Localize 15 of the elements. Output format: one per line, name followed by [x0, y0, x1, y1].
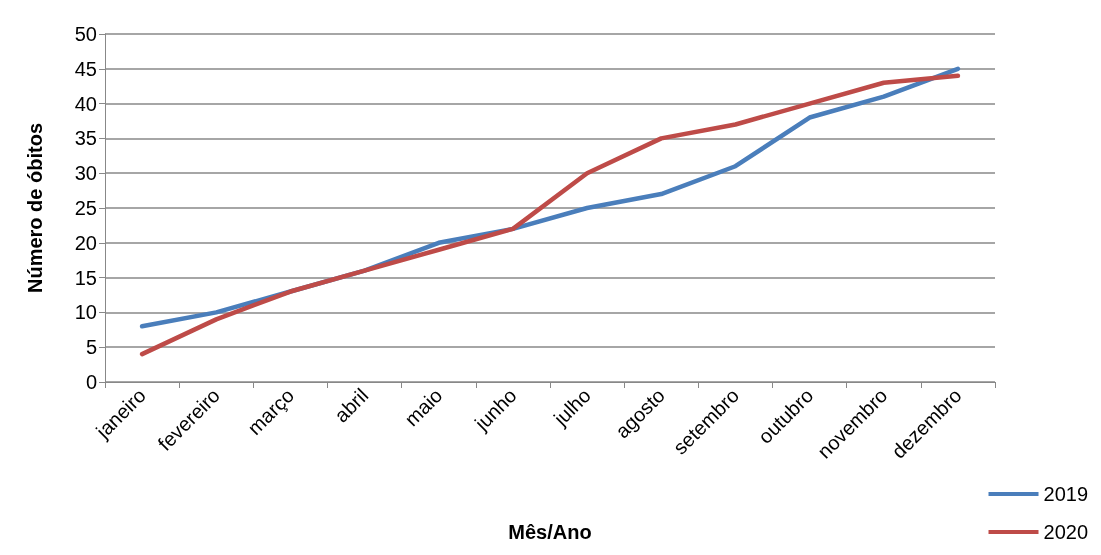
y-tick-label: 50 — [74, 23, 97, 45]
y-tick-label: 0 — [85, 371, 97, 393]
y-tick-label: 40 — [74, 92, 97, 115]
y-tick-label: 25 — [74, 197, 97, 219]
legend-label: 2020 — [1043, 521, 1089, 543]
y-tick-label: 10 — [74, 301, 97, 324]
y-tick-label: 5 — [85, 336, 97, 359]
y-tick-label: 15 — [74, 266, 97, 289]
y-axis-title: Número de óbitos — [24, 122, 46, 294]
y-tick-label: 20 — [74, 231, 97, 254]
y-tick-label: 35 — [74, 127, 97, 150]
y-tick-label: 45 — [74, 57, 97, 80]
y-tick-label: 30 — [74, 162, 97, 185]
x-axis-title: Mês/Ano — [508, 521, 592, 543]
legend-label: 2019 — [1043, 483, 1089, 505]
